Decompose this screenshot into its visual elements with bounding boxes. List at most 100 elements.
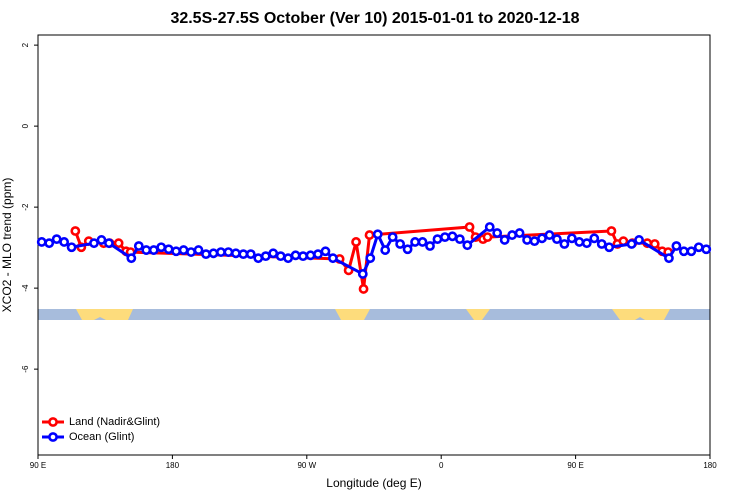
point [186,247,196,257]
point [275,251,286,262]
point [462,240,473,251]
y-tick-label: 2 [21,42,30,47]
point [253,253,264,264]
point [425,241,435,251]
point [417,237,428,247]
x-tick-label: 180 [703,461,717,470]
point [372,229,383,240]
point [51,234,62,245]
point [96,235,107,245]
legend-label: Land (Nadir&Glint) [69,416,160,428]
point [686,246,697,257]
point [201,249,211,260]
point [402,244,413,255]
point [238,249,249,260]
point [701,244,712,255]
point [113,238,124,249]
x-tick-label: 90 E [30,461,46,470]
point [260,251,271,262]
point [141,245,152,255]
point [328,253,338,264]
point [126,253,137,264]
point [89,238,99,249]
point [66,242,77,253]
point [440,232,450,243]
point [357,269,368,279]
point [133,241,144,251]
point [171,246,182,257]
y-axis-label: XCO2 - MLO trend (ppm) [0,178,14,313]
legend-marker [48,432,58,442]
legend-label: Ocean (Glint) [69,431,134,443]
point [559,239,570,249]
point [387,232,398,243]
point [380,245,391,255]
point [544,230,555,240]
point [589,233,600,244]
point [482,232,493,243]
point [492,228,503,238]
point [365,253,376,264]
point [484,222,495,232]
point [678,246,689,257]
point [514,228,525,238]
point [351,237,361,247]
ocean-band [38,309,710,320]
x-axis-label: Longitude (deg E) [326,476,421,490]
point [581,238,592,249]
point [70,226,81,236]
land-patch [76,309,133,320]
y-tick-label: -2 [21,203,30,211]
point [358,284,369,294]
point [298,251,308,262]
point [499,235,510,245]
point [313,249,323,260]
x-tick-label: 90 E [567,461,583,470]
point [364,230,375,240]
point [464,222,475,232]
land-patch [335,309,370,320]
point [606,226,617,236]
chart-title: 32.5S-27.5S October (Ver 10) 2015-01-01 … [170,10,579,27]
point [447,231,458,242]
point [305,250,316,261]
point [574,237,585,247]
y-tick-label: -6 [21,365,30,373]
point [320,246,331,257]
point [537,233,547,244]
point [395,239,406,249]
point [163,244,174,255]
point [245,249,256,260]
point [290,250,301,261]
point [693,242,704,253]
point [216,247,226,257]
point [529,236,540,247]
point [454,234,465,245]
point [193,245,204,255]
point [208,248,219,259]
point [507,230,518,240]
point [566,233,577,244]
point [596,239,607,249]
point [268,248,279,259]
y-tick-label: 0 [21,123,30,128]
point [432,234,443,245]
point [156,242,167,253]
point [552,234,562,245]
point [664,253,674,264]
point [44,238,55,249]
point [410,237,420,247]
point [178,245,189,255]
point [230,248,241,259]
point [626,239,637,249]
x-tick-label: 90 W [297,461,316,470]
point [36,237,47,247]
legend-marker [48,417,58,427]
point [148,245,159,255]
x-tick-label: 180 [166,461,180,470]
x-tick-label: 0 [439,461,444,470]
point [604,242,615,253]
point [223,247,234,257]
point [522,235,532,245]
